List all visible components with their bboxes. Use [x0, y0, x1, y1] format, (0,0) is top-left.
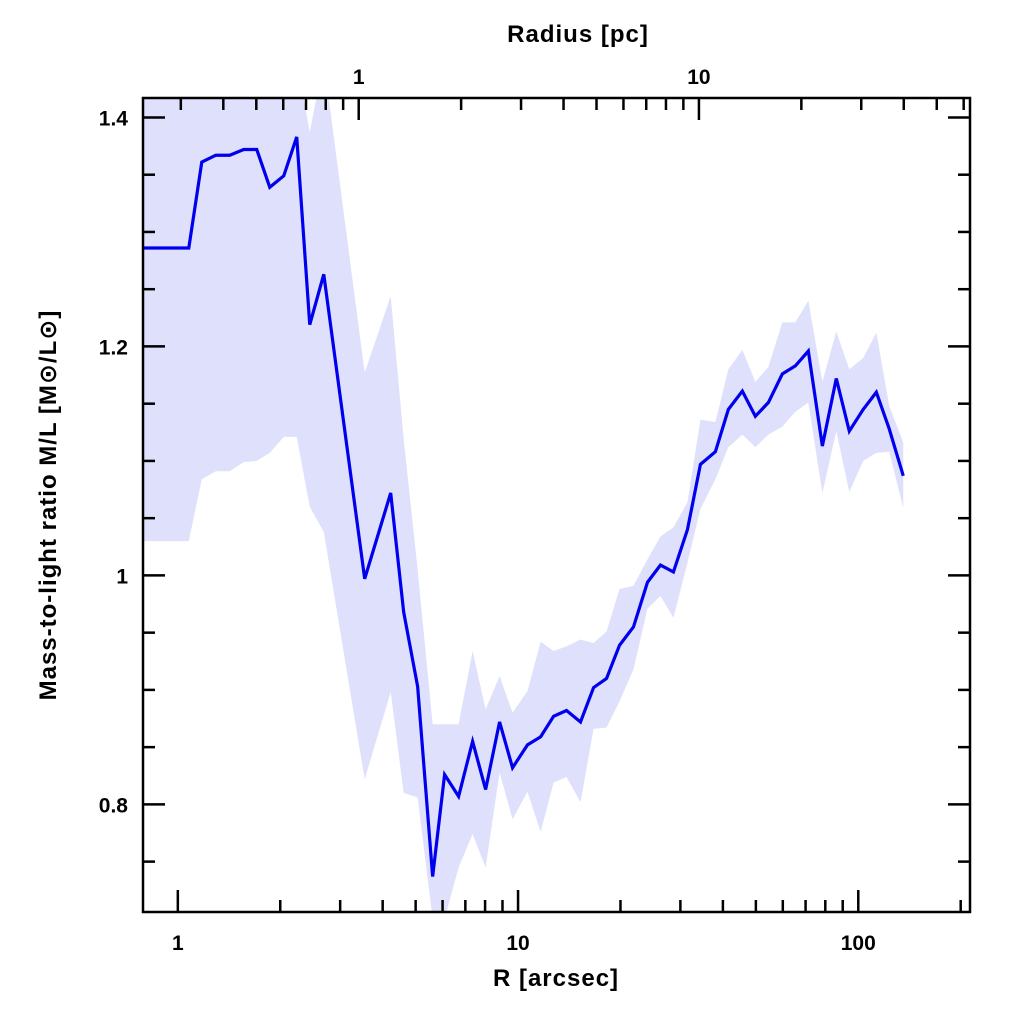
y-tick-label: 0.8 — [99, 794, 129, 817]
x-tick-label: 100 — [841, 932, 876, 955]
tick-layer: 1 10 100 1 10 0.8 1 1.2 1.4 — [99, 66, 970, 955]
y-axis-title: Mass-to-light ratio M/L [M⊙/L⊙] — [35, 310, 62, 701]
uncertainty-band-layer — [143, 98, 904, 912]
top-axis-title: Radius [pc] — [507, 21, 649, 48]
top-tick-label: 10 — [687, 66, 710, 89]
y-tick-label: 1.2 — [99, 336, 128, 359]
x-axis-title: R [arcsec] — [493, 965, 619, 992]
x-tick-label: 10 — [506, 932, 529, 955]
top-tick-label: 1 — [353, 66, 365, 89]
ml-profile-line — [143, 136, 905, 877]
plot-frame — [141, 96, 972, 914]
y-tick-label: 1 — [116, 565, 128, 588]
x-tick-label: 1 — [172, 932, 184, 955]
y-tick-label: 1.4 — [99, 107, 129, 130]
line-layer — [143, 136, 905, 877]
uncertainty-band — [143, 98, 904, 912]
